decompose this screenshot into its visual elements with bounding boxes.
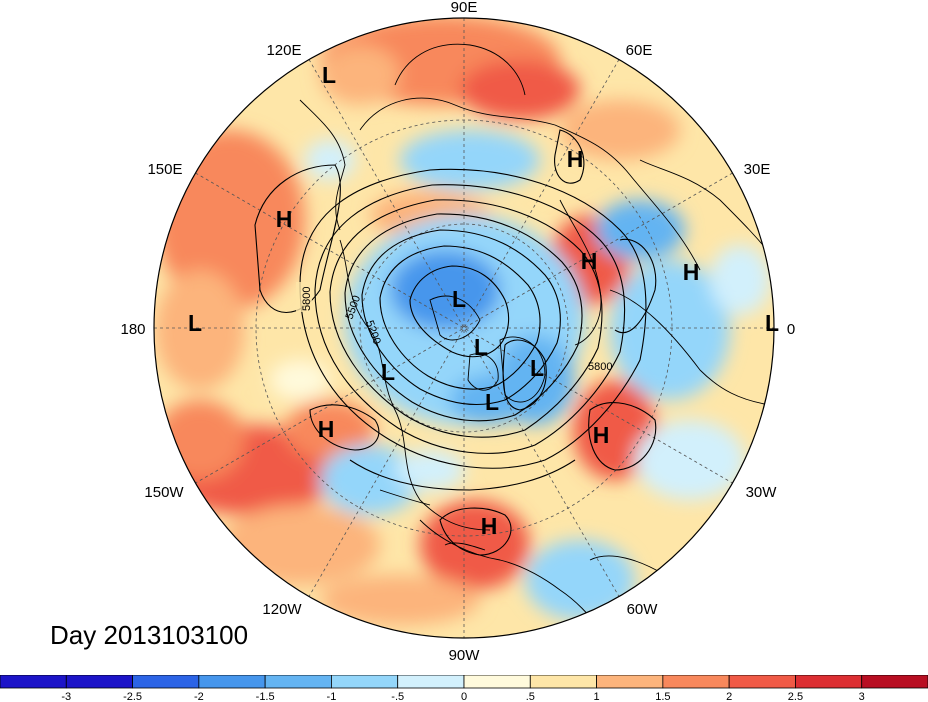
- colorbar-tick-label: 1.5: [655, 691, 670, 702]
- pressure-center-h-europe: H: [683, 259, 700, 285]
- pressure-center-l-baffin: L: [530, 355, 544, 381]
- pressure-center-l-dateline: L: [188, 310, 202, 336]
- lon-label-90w: 90W: [449, 647, 481, 664]
- coastlines: [299, 43, 774, 631]
- colorbar-tick-label: 2.5: [788, 691, 803, 702]
- colorbar-swatch: [463, 675, 531, 689]
- pressure-center-h-russia: H: [581, 248, 598, 274]
- pressure-center-h-gulf: H: [481, 513, 498, 539]
- lon-label-120w: 120W: [262, 601, 302, 618]
- colorbar-tick-label: -1.5: [256, 691, 275, 702]
- contour-label-4: 5800: [588, 361, 612, 373]
- colorbar-swatch: [132, 675, 200, 689]
- lon-label-150w: 150W: [144, 484, 184, 501]
- colorbar-swatch: [861, 675, 928, 689]
- colorbar-swatch: [662, 675, 730, 689]
- lon-label-150e: 150E: [147, 161, 182, 178]
- colorbar-swatch: [331, 675, 399, 689]
- lon-label-90e: 90E: [451, 0, 478, 16]
- pressure-center-h-kamchatka: H: [276, 206, 293, 232]
- colorbar-swatch: [529, 675, 597, 689]
- lon-label-60w: 60W: [627, 601, 659, 618]
- colorbar-swatch: [65, 675, 133, 689]
- colorbar-tick-label: 1: [594, 691, 600, 702]
- lon-label-180: 180: [120, 321, 145, 338]
- contour-label-1: 5800: [301, 287, 313, 311]
- colorbar-tick-label: -.5: [391, 691, 404, 702]
- colorbar-tick-label: 3: [859, 691, 865, 702]
- colorbar-tick-label: 0: [461, 691, 467, 702]
- pressure-center-h-scandinavia: H: [567, 146, 584, 172]
- lon-label-30w: 30W: [746, 484, 778, 501]
- colorbar-tick-label: .5: [526, 691, 535, 702]
- graticule: [154, 18, 774, 638]
- colorbar-tick-label: -2.5: [123, 691, 142, 702]
- pressure-center-l-polar-2: L: [474, 334, 488, 360]
- colorbar-tick-label: -2: [194, 691, 204, 702]
- pressure-center-h-ne-pacific: H: [318, 416, 335, 442]
- colorbar: -3 -2.5 -2 -1.5 -1 -.5 0 .5 1 1.5 2 2.5 3: [0, 675, 928, 702]
- contour-labels: 5800 5500 5200 5800: [296, 282, 612, 373]
- colorbar-swatch: [596, 675, 664, 689]
- lon-label-0: 0: [787, 321, 795, 338]
- colorbar-swatch: [397, 675, 465, 689]
- pressure-center-l-polar-1: L: [452, 286, 466, 312]
- pressure-center-l-hudson: L: [485, 389, 499, 415]
- colorbar-swatch: [728, 675, 796, 689]
- colorbar-swatch: [198, 675, 266, 689]
- lon-label-30e: 30E: [744, 161, 771, 178]
- lon-label-120e: 120E: [266, 42, 301, 59]
- pressure-center-h-atlantic: H: [593, 422, 610, 448]
- lon-label-60e: 60E: [626, 42, 653, 59]
- height-contours: [254, 129, 657, 556]
- pressure-center-l-canada: L: [381, 359, 395, 385]
- pressure-center-l-prime: L: [765, 310, 779, 336]
- colorbar-tick-label: -3: [61, 691, 71, 702]
- colorbar-tick-label: 2: [726, 691, 732, 702]
- date-title: Day 2013103100: [50, 620, 249, 650]
- pressure-center-l-siberia: L: [322, 62, 336, 88]
- colorbar-swatch: [264, 675, 332, 689]
- longitude-labels: 90E 120E 60E 150E 30E 180 0 150W 30W 120…: [120, 0, 795, 664]
- map-boundary: [153, 17, 775, 639]
- colorbar-swatch: [0, 675, 67, 689]
- pressure-centers: L H L H L L L L L H H H H H L: [188, 62, 779, 539]
- colorbar-swatch: [795, 675, 863, 689]
- colorbar-tick-label: -1: [327, 691, 337, 702]
